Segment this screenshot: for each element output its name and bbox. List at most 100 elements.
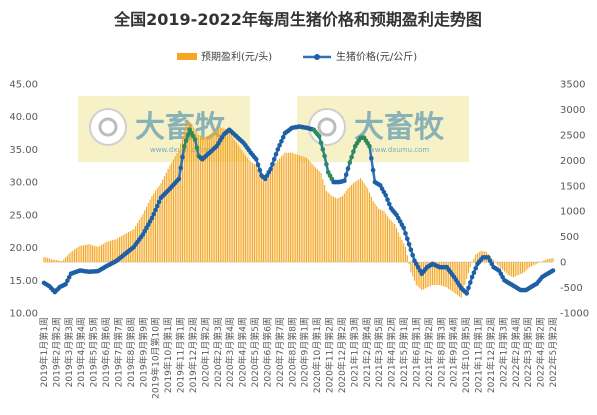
price-point (155, 203, 160, 209)
profit-bar (72, 250, 74, 263)
profit-bar (401, 240, 403, 263)
profit-bar (342, 195, 344, 263)
profit-bar (144, 210, 146, 263)
price-point (316, 134, 322, 139)
profit-bar (174, 156, 176, 263)
profit-bar (212, 132, 214, 263)
x-tick-label: 2019年2月第2周 (50, 317, 62, 387)
profit-bar (426, 262, 428, 288)
y-right-tick-label: 500 (560, 232, 579, 243)
price-point (347, 160, 353, 165)
profit-bar (201, 136, 203, 263)
price-point (469, 274, 475, 280)
profit-bar (59, 260, 61, 263)
profit-bar (176, 153, 178, 263)
profit-bar (228, 132, 230, 263)
price-point (369, 155, 374, 161)
x-tick-label: 2020年10月第1周 (311, 317, 323, 393)
x-tick-label: 2019年11月第1周 (175, 317, 187, 393)
profit-bar (458, 262, 461, 297)
profit-bar (196, 132, 198, 263)
price-point (464, 291, 470, 296)
x-tick-label: 2019年7月第7周 (113, 317, 125, 387)
profit-bar (277, 160, 279, 263)
profit-bar (216, 129, 218, 263)
profit-bar (527, 262, 529, 269)
profit-bar (181, 136, 184, 263)
profit-bar (390, 220, 392, 263)
profit-bar (374, 203, 376, 263)
profit-bar (122, 235, 124, 263)
watermark-logo-icon (308, 108, 346, 146)
profit-bar (403, 243, 405, 263)
profit-bar (345, 190, 347, 263)
profit-bar (288, 152, 290, 263)
profit-bar (307, 159, 309, 263)
price-point (194, 145, 200, 151)
profit-bar (361, 180, 363, 263)
profit-bar (444, 262, 446, 287)
y-left-tick-label: 40.00 (9, 112, 38, 123)
profit-bar (448, 262, 450, 289)
legend-swatch-profit (177, 53, 197, 60)
price-point (277, 143, 282, 148)
profit-bar (469, 262, 471, 268)
y-right-tick-label: 2500 (560, 130, 585, 141)
profit-bar (413, 262, 416, 281)
profit-bar (113, 239, 115, 263)
profit-bar (145, 206, 148, 263)
profit-bar (498, 262, 500, 267)
profit-bar (325, 190, 327, 263)
profit-bar (77, 247, 79, 263)
profit-bar (300, 155, 302, 263)
profit-bar (295, 153, 297, 263)
profit-bar (394, 223, 396, 263)
profit-bar (65, 257, 67, 263)
profit-bar (275, 162, 277, 263)
profit-bar (192, 127, 194, 263)
x-tick-label: 2022年2月第4周 (510, 317, 522, 387)
y-right-tick-label: 1000 (560, 207, 585, 218)
profit-bar (273, 164, 275, 263)
profit-bar (514, 262, 516, 277)
profit-bar (203, 136, 205, 263)
profit-bar (493, 260, 495, 263)
profit-bar (399, 236, 401, 263)
profit-bar (338, 197, 340, 263)
price-point (466, 285, 471, 291)
profit-bar (512, 262, 514, 278)
profit-bar (282, 154, 284, 263)
price-point (279, 139, 284, 144)
profit-bar (343, 193, 345, 263)
profit-bar (404, 246, 407, 263)
x-tick-label: 2019年4月第4周 (75, 317, 87, 387)
profit-bar (358, 179, 360, 263)
profit-bar (370, 196, 372, 263)
watermark-text: 大畜牧 (354, 110, 445, 145)
legend-label-price: 生猪价格(元/公斤) (336, 50, 417, 63)
profit-bar (372, 201, 374, 263)
profit-bar (315, 167, 317, 263)
profit-bar (410, 262, 412, 273)
x-tick-label: 2022年1月第3周 (497, 317, 509, 387)
profit-bar (449, 262, 452, 291)
profit-bar (187, 119, 189, 263)
profit-bar (115, 239, 117, 263)
price-point (151, 211, 156, 217)
legend-label-profit: 预期盈利(元/头) (201, 51, 272, 63)
price-point (342, 178, 347, 184)
price-point (405, 236, 410, 242)
price-point (370, 167, 376, 173)
y-left-tick-label: 30.00 (9, 178, 38, 189)
profit-bar (111, 240, 113, 263)
price-point (387, 201, 392, 207)
x-tick-label: 2020年7月第7周 (274, 317, 286, 387)
x-tick-label: 2021年11月第1周 (473, 317, 485, 393)
profit-bar (93, 245, 95, 263)
price-point (185, 133, 191, 138)
profit-bar (68, 253, 70, 263)
profit-bar (496, 262, 498, 265)
y-left-tick-label: 35.00 (9, 145, 38, 156)
profit-bar (129, 231, 131, 263)
